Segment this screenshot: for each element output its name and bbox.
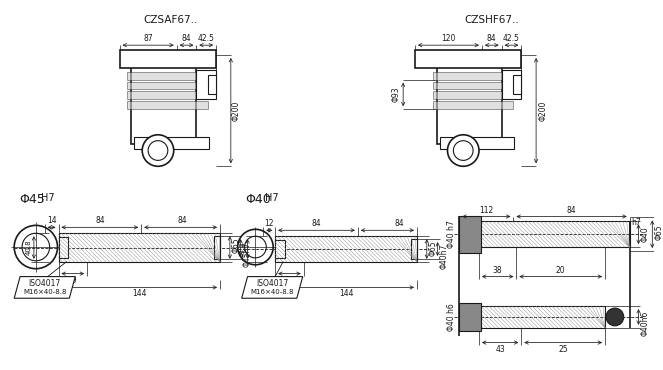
- Circle shape: [448, 135, 479, 166]
- Text: 20: 20: [556, 266, 566, 275]
- Text: 42.5: 42.5: [198, 34, 215, 43]
- Text: 12: 12: [265, 219, 274, 228]
- Text: 112: 112: [479, 206, 493, 215]
- Circle shape: [142, 135, 174, 166]
- Bar: [275, 236, 417, 262]
- Bar: [208, 75, 216, 94]
- Text: Φ65: Φ65: [232, 237, 241, 253]
- Bar: [58, 233, 220, 262]
- Bar: [127, 82, 208, 90]
- Text: 84: 84: [487, 34, 497, 43]
- Text: M16×40-8.8: M16×40-8.8: [23, 289, 66, 295]
- Text: Φ40h6: Φ40h6: [640, 311, 650, 336]
- Bar: [479, 221, 630, 247]
- Circle shape: [238, 229, 273, 265]
- Bar: [502, 70, 521, 99]
- Text: 84: 84: [567, 206, 576, 215]
- Bar: [459, 216, 481, 253]
- Text: Φ65: Φ65: [429, 240, 438, 256]
- Text: Φ40h7: Φ40h7: [440, 244, 449, 269]
- Text: ISO4017: ISO4017: [29, 279, 61, 288]
- Text: Φ65: Φ65: [654, 225, 663, 240]
- Text: 14: 14: [47, 216, 56, 225]
- Circle shape: [606, 308, 624, 326]
- Text: Φ93: Φ93: [391, 87, 400, 102]
- Text: Φ40: Φ40: [245, 193, 271, 206]
- Text: Φ40 h6: Φ40 h6: [448, 303, 456, 331]
- Bar: [459, 303, 481, 331]
- Text: H7: H7: [265, 193, 279, 203]
- Polygon shape: [14, 277, 75, 298]
- Bar: [433, 82, 513, 90]
- Text: 29: 29: [68, 276, 77, 285]
- Bar: [433, 91, 513, 99]
- Text: CZSHF67..: CZSHF67..: [464, 15, 519, 25]
- Text: 29: 29: [284, 276, 294, 285]
- Text: Φ45: Φ45: [19, 193, 45, 206]
- Text: 43: 43: [495, 344, 505, 353]
- Bar: [415, 50, 521, 68]
- Bar: [127, 91, 208, 99]
- Bar: [479, 306, 605, 328]
- Text: CZSAF67..: CZSAF67..: [144, 15, 198, 25]
- Text: 84: 84: [95, 216, 105, 225]
- Text: 84: 84: [178, 216, 188, 225]
- Bar: [513, 75, 521, 94]
- Text: Φ40 h7: Φ40 h7: [448, 221, 456, 248]
- Bar: [411, 239, 417, 259]
- Text: 84: 84: [312, 219, 322, 228]
- Text: 38: 38: [493, 266, 503, 275]
- Polygon shape: [242, 277, 303, 298]
- Text: H7: H7: [41, 193, 54, 203]
- Bar: [127, 72, 208, 80]
- Text: 40.8: 40.8: [26, 240, 32, 255]
- Bar: [440, 137, 514, 149]
- Text: 144: 144: [132, 289, 147, 298]
- Bar: [119, 50, 216, 68]
- Text: 42.5: 42.5: [503, 34, 520, 43]
- Text: ISO4017: ISO4017: [256, 279, 288, 288]
- Text: Φ200: Φ200: [231, 101, 241, 121]
- Bar: [433, 101, 513, 109]
- Bar: [437, 55, 502, 144]
- Text: 84: 84: [182, 34, 192, 43]
- Text: Φ45h7: Φ45h7: [243, 241, 252, 266]
- Bar: [275, 240, 285, 258]
- Text: Φ200: Φ200: [539, 101, 548, 121]
- Bar: [135, 137, 209, 149]
- Text: 25: 25: [558, 344, 568, 353]
- Bar: [131, 55, 196, 144]
- Text: 120: 120: [442, 34, 455, 43]
- Text: 84: 84: [394, 219, 404, 228]
- Text: 87: 87: [143, 34, 153, 43]
- Text: h7: h7: [632, 218, 641, 228]
- Text: Φ40: Φ40: [640, 226, 650, 242]
- Circle shape: [14, 225, 58, 269]
- Bar: [58, 237, 68, 258]
- Text: M16×40-8.8: M16×40-8.8: [251, 289, 294, 295]
- Text: 144: 144: [339, 289, 353, 298]
- Text: 43.3: 43.3: [239, 241, 245, 257]
- Bar: [214, 236, 220, 259]
- Bar: [433, 72, 513, 80]
- Bar: [196, 70, 216, 99]
- Bar: [127, 101, 208, 109]
